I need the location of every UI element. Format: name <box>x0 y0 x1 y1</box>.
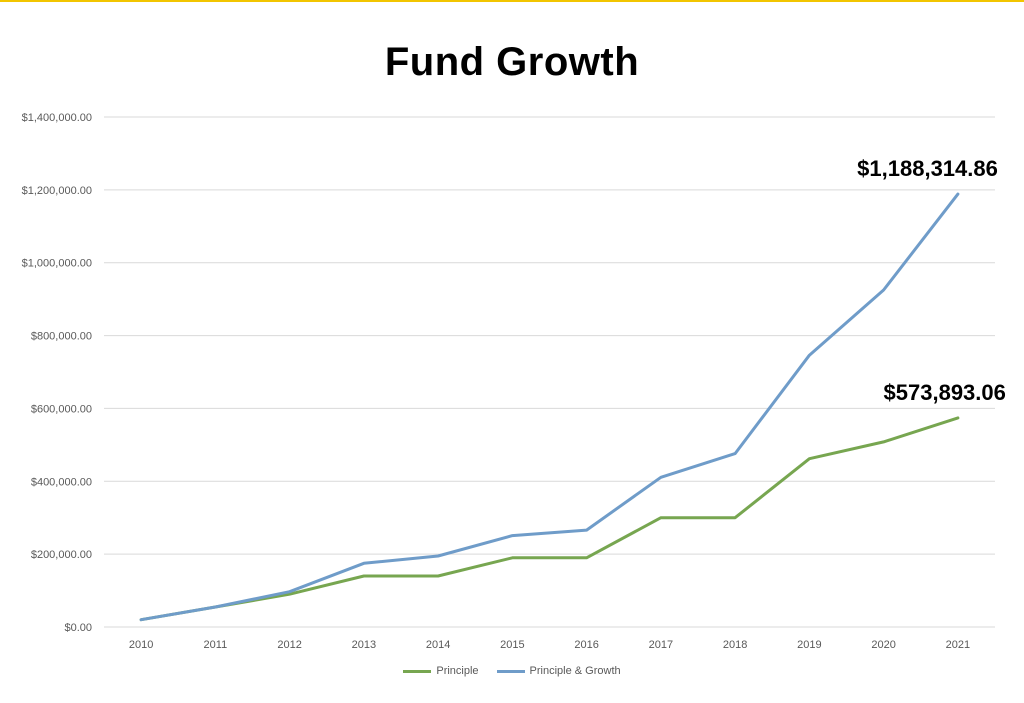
series-lines <box>139 192 960 622</box>
y-tick-label: $200,000.00 <box>31 549 92 561</box>
legend-swatch-principle-growth <box>496 669 525 673</box>
y-tick-label: $1,200,000.00 <box>22 185 92 197</box>
x-tick-label: 2018 <box>723 639 747 651</box>
legend-item-principle-growth[interactable]: Principle & Growth <box>496 665 621 677</box>
x-tick-label: 2021 <box>946 639 970 651</box>
x-tick-label: 2012 <box>277 639 301 651</box>
x-tick-label: 2011 <box>204 639 228 651</box>
y-tick-label: $600,000.00 <box>31 403 92 415</box>
legend-item-principle[interactable]: Principle <box>403 665 479 677</box>
x-tick-label: 2019 <box>797 639 821 651</box>
legend-swatch-principle <box>403 669 432 673</box>
x-tick-label: 2017 <box>649 639 673 651</box>
legend-label-principle-growth: Principle & Growth <box>529 665 621 677</box>
x-axis-ticks: 2010 2011 2012 2013 2014 2015 2016 2017 2018 2019… <box>129 639 970 651</box>
end-value-label: $573,893.06 <box>884 380 1006 405</box>
gridlines <box>104 116 995 628</box>
end-value-labels: $573,893.06 $1,188,314.86 <box>857 156 1006 405</box>
legend: Principle Principle & Growth <box>0 665 1024 677</box>
y-tick-label: $800,000.00 <box>31 331 92 343</box>
y-tick-label: $0.00 <box>64 622 92 634</box>
x-tick-label: 2015 <box>500 639 524 651</box>
y-tick-label: $1,000,000.00 <box>22 258 92 270</box>
series-line-principle <box>139 416 960 622</box>
chart-title: Fund Growth <box>384 40 640 84</box>
y-axis-ticks: $0.00 $200,000.00 $400,000.00 $600,000.00 $8… <box>22 112 92 634</box>
x-tick-label: 2016 <box>574 639 598 651</box>
end-value-label: $1,188,314.86 <box>857 156 998 181</box>
series-line-principle-growth <box>139 192 960 622</box>
x-tick-label: 2014 <box>426 639 450 651</box>
x-tick-label: 2010 <box>129 639 153 651</box>
y-tick-label: $400,000.00 <box>31 476 92 488</box>
legend-label-principle: Principle <box>436 665 479 677</box>
top-accent-rule <box>0 0 1024 2</box>
x-tick-label: 2013 <box>352 639 376 651</box>
x-tick-label: 2020 <box>871 639 895 651</box>
y-tick-label: $1,400,000.00 <box>22 112 92 124</box>
